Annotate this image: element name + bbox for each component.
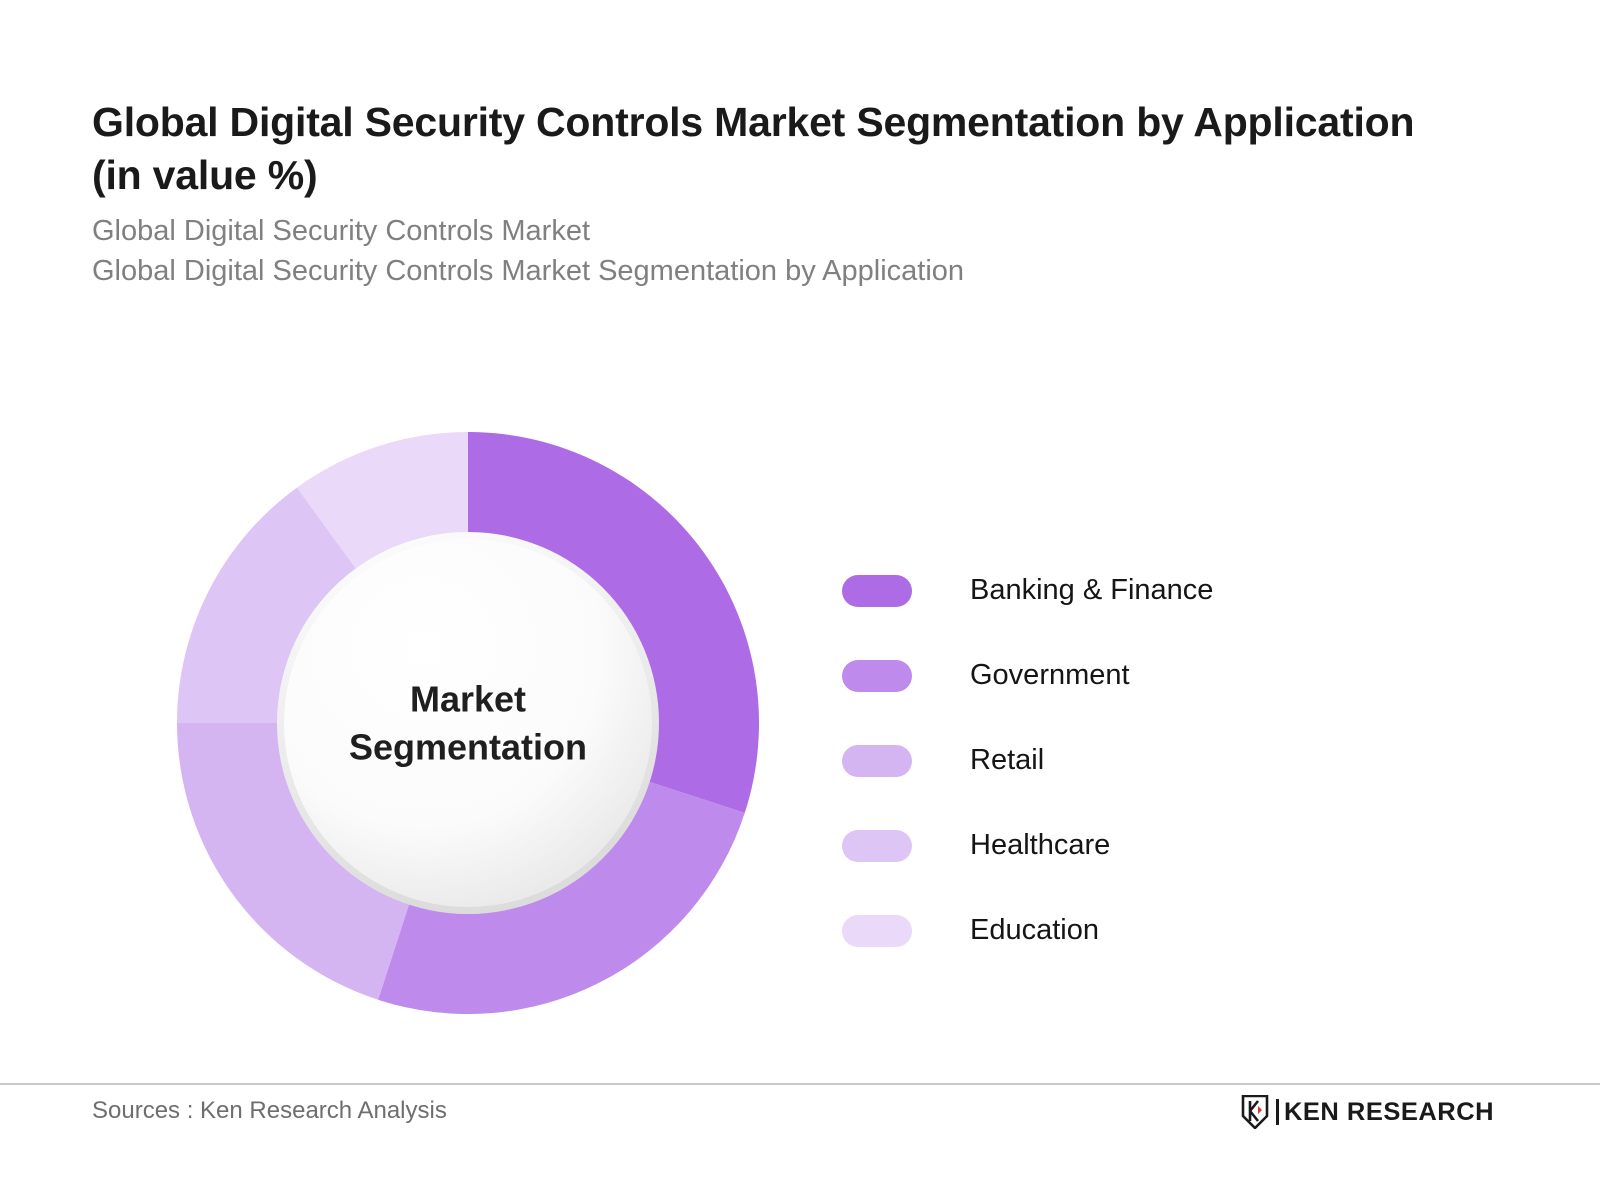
- logo-shield-icon: [1241, 1094, 1269, 1130]
- chart-legend: Banking & Finance Government Retail Heal…: [842, 548, 1362, 973]
- logo-divider: [1275, 1099, 1279, 1125]
- legend-item-education[interactable]: Education: [842, 888, 1362, 973]
- source-note: Sources : Ken Research Analysis: [92, 1097, 447, 1124]
- legend-item-healthcare[interactable]: Healthcare: [842, 803, 1362, 888]
- chart-subtitle-primary: Global Digital Security Controls Market: [92, 214, 591, 247]
- page-title: Global Digital Security Controls Market …: [92, 99, 1415, 199]
- legend-item-label: Healthcare: [970, 829, 1111, 861]
- legend-item-label: Education: [970, 914, 1099, 946]
- legend-item-government[interactable]: Government: [842, 633, 1362, 718]
- chart-header: Global Digital Security Controls Market …: [92, 96, 1492, 291]
- legend-swatch-icon: [842, 744, 912, 777]
- legend-item-retail[interactable]: Retail: [842, 718, 1362, 803]
- footer-divider: [0, 1083, 1600, 1085]
- legend-item-label: Banking & Finance: [970, 574, 1214, 606]
- chart-subtitle-secondary: Global Digital Security Controls Market …: [92, 254, 965, 287]
- brand-logo: KEN RESEARCH: [1241, 1094, 1495, 1130]
- legend-item-label: Retail: [970, 744, 1045, 776]
- donut-svg: [177, 432, 759, 1014]
- legend-swatch-icon: [842, 659, 912, 692]
- ken-research-logo-mark-icon: [1241, 1094, 1269, 1130]
- donut-hub: [284, 539, 652, 907]
- legend-swatch-icon: [842, 574, 912, 607]
- brand-name: KEN RESEARCH: [1283, 1097, 1495, 1126]
- legend-swatch-icon: [842, 914, 912, 947]
- legend-swatch-icon: [842, 829, 912, 862]
- donut-graphic: Market Segmentation: [177, 432, 759, 1014]
- legend-item-banking-finance[interactable]: Banking & Finance: [842, 548, 1362, 633]
- legend-item-label: Government: [970, 659, 1130, 691]
